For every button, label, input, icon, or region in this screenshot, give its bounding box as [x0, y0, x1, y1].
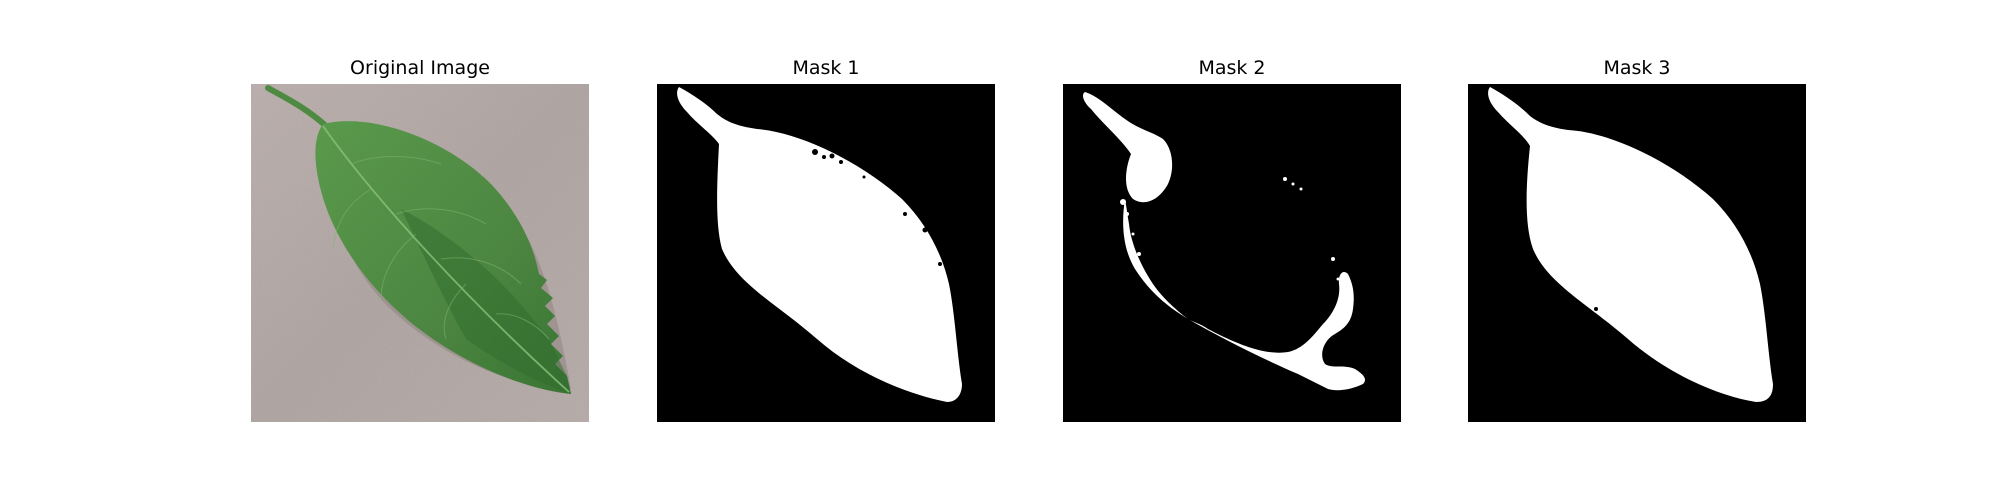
- mask-3-panel: Mask 3: [1468, 0, 1806, 500]
- leaf-mask-1: [657, 84, 995, 422]
- mask-1-image: [657, 84, 995, 422]
- mask-3-image: [1468, 84, 1806, 422]
- leaf-mask-2: [1063, 84, 1401, 422]
- original-image: [251, 84, 589, 422]
- leaf-mask-3: [1468, 84, 1806, 422]
- mask-1-panel: Mask 1: [657, 0, 995, 500]
- leaf-midrib: [322, 125, 570, 393]
- mask-1-title: Mask 1: [792, 57, 860, 79]
- leaf-stem: [265, 85, 329, 129]
- mask-3-title: Mask 3: [1603, 57, 1671, 79]
- original-image-title: Original Image: [350, 57, 490, 79]
- original-image-panel: Original Image: [251, 0, 589, 500]
- mask-2-image: [1063, 84, 1401, 422]
- mask-2-panel: Mask 2: [1063, 0, 1401, 500]
- leaf-photo: [251, 84, 589, 422]
- mask-2-title: Mask 2: [1198, 57, 1266, 79]
